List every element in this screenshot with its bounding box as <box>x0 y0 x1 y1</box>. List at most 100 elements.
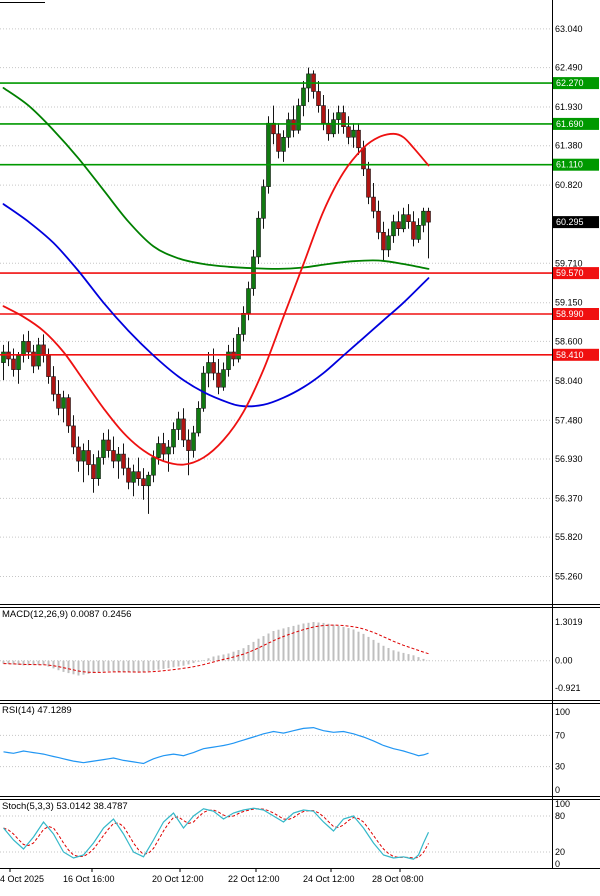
candle-body[interactable] <box>341 112 346 127</box>
candle-body[interactable] <box>181 418 186 441</box>
candle-body[interactable] <box>316 91 321 106</box>
candle-body[interactable] <box>421 210 426 226</box>
candle-body[interactable] <box>91 464 96 480</box>
candle-body[interactable] <box>221 369 226 388</box>
candle-body[interactable] <box>256 217 261 258</box>
price-axis-label: 62.490 <box>555 63 583 73</box>
candle-body[interactable] <box>286 119 291 138</box>
candle-body[interactable] <box>161 443 166 455</box>
current-price-label: 60.295 <box>556 217 584 227</box>
candle-body[interactable] <box>246 288 251 314</box>
candle-body[interactable] <box>186 439 191 451</box>
price-axis-label: 56.930 <box>555 454 583 464</box>
candle-body[interactable] <box>241 312 246 335</box>
candle-body[interactable] <box>146 474 151 487</box>
candle-body[interactable] <box>81 450 86 462</box>
macd-axis-label: -0.921 <box>555 683 581 693</box>
candle-body[interactable] <box>41 344 46 356</box>
stoch-main-line <box>3 807 430 860</box>
candle-body[interactable] <box>171 429 176 448</box>
price-level-badge-label: 61.690 <box>556 119 584 129</box>
candle-body[interactable] <box>406 214 411 222</box>
candle-body[interactable] <box>21 341 26 356</box>
price-level-badge <box>553 117 599 130</box>
candle-body[interactable] <box>51 376 56 395</box>
candle-body[interactable] <box>111 450 116 462</box>
candle-body[interactable] <box>151 457 156 476</box>
candle-body[interactable] <box>301 87 306 106</box>
price-axis[interactable]: 63.040 62.490 61.930 61.380 60.820 59.710 59.1… <box>553 24 599 869</box>
candle-body[interactable] <box>346 126 351 138</box>
candle-body[interactable] <box>326 122 331 135</box>
candle-body[interactable] <box>11 358 16 370</box>
price-level-badge-label: 62.270 <box>556 78 584 88</box>
candle-body[interactable] <box>166 446 171 455</box>
ma-line-green[interactable] <box>2 87 430 270</box>
time-axis[interactable]: 4 Oct 2025 16 Oct 16:00 20 Oct 12:00 22 Oct… <box>0 868 424 885</box>
candle-body[interactable] <box>291 119 296 131</box>
candle-body[interactable] <box>56 393 61 409</box>
price-level-badge-label: 59.570 <box>556 268 584 278</box>
candle-body[interactable] <box>236 334 241 360</box>
sr-lines-layer[interactable] <box>0 82 552 356</box>
candle-body[interactable] <box>96 457 101 480</box>
candle-body[interactable] <box>61 397 66 409</box>
candle-body[interactable] <box>261 186 266 219</box>
candle-body[interactable] <box>276 133 281 152</box>
candle-body[interactable] <box>296 105 301 131</box>
candle-body[interactable] <box>386 235 391 251</box>
candle-body[interactable] <box>86 450 91 465</box>
candle-body[interactable] <box>191 432 196 451</box>
candle-body[interactable] <box>376 210 381 233</box>
candle-body[interactable] <box>1 351 6 363</box>
candle-body[interactable] <box>396 221 401 229</box>
stoch-axis-label: 80 <box>555 811 565 821</box>
time-axis-label: 20 Oct 12:00 <box>152 874 204 884</box>
candle-body[interactable] <box>176 418 181 430</box>
candle-body[interactable] <box>71 425 76 448</box>
candle-body[interactable] <box>306 73 311 89</box>
candles-layer[interactable] <box>1 67 431 514</box>
candle-body[interactable] <box>131 471 136 483</box>
candle-body[interactable] <box>121 453 126 469</box>
candle-body[interactable] <box>31 351 36 367</box>
candle-body[interactable] <box>26 341 31 353</box>
candle-body[interactable] <box>76 446 81 462</box>
candle-body[interactable] <box>196 407 201 434</box>
candle-body[interactable] <box>411 221 416 240</box>
candle-body[interactable] <box>391 221 396 237</box>
candle-body[interactable] <box>16 355 21 370</box>
candle-body[interactable] <box>361 147 366 170</box>
candle-body[interactable] <box>66 397 71 427</box>
candle-body[interactable] <box>331 119 336 135</box>
candle-body[interactable] <box>106 439 111 451</box>
candle-body[interactable] <box>356 129 361 149</box>
candle-body[interactable] <box>281 137 286 152</box>
ma-line-red[interactable] <box>2 132 430 466</box>
candle-body[interactable] <box>206 362 211 374</box>
candle-body[interactable] <box>381 232 386 251</box>
candle-body[interactable] <box>141 478 146 487</box>
candle-body[interactable] <box>416 225 421 240</box>
ma-line-blue[interactable] <box>2 203 430 408</box>
candle-body[interactable] <box>351 129 356 138</box>
candle-body[interactable] <box>371 196 376 212</box>
candle-body[interactable] <box>366 168 371 198</box>
candle-body[interactable] <box>226 351 231 370</box>
candle-body[interactable] <box>126 467 131 483</box>
candle-body[interactable] <box>336 112 341 120</box>
candle-body[interactable] <box>46 355 51 377</box>
candle-body[interactable] <box>321 105 326 124</box>
candle-body[interactable] <box>271 122 276 135</box>
candle-body[interactable] <box>156 443 161 458</box>
candle-body[interactable] <box>136 471 141 480</box>
candle-body[interactable] <box>116 453 121 462</box>
candle-body[interactable] <box>216 372 221 388</box>
candle-body[interactable] <box>101 439 106 458</box>
candle-body[interactable] <box>211 362 216 374</box>
candle-body[interactable] <box>266 122 271 187</box>
price-axis-label: 61.930 <box>555 102 583 112</box>
candle-body[interactable] <box>426 210 431 223</box>
candle-body[interactable] <box>401 214 406 230</box>
